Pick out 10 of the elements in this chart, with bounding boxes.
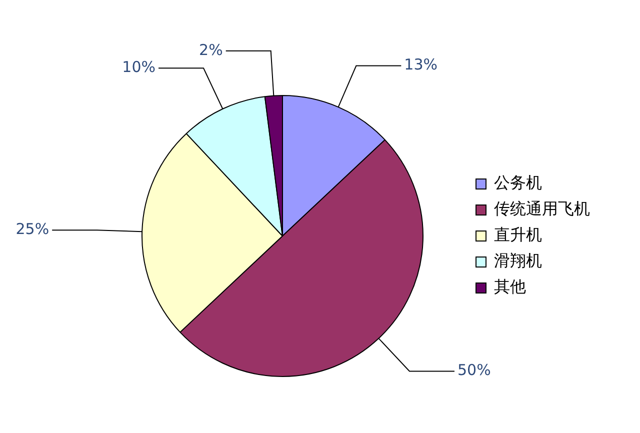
legend-label: 其他 [494,277,526,296]
legend-label: 直升机 [494,225,542,244]
data-label: 10% [122,58,156,76]
data-label: 13% [404,56,438,74]
data-label: 50% [457,361,491,380]
legend-label: 公务机 [494,173,542,192]
legend-label: 滑翔机 [494,251,542,270]
data-label: 25% [16,220,50,238]
data-label: 2% [199,40,223,59]
legend-label: 传统通用飞机 [494,199,590,218]
